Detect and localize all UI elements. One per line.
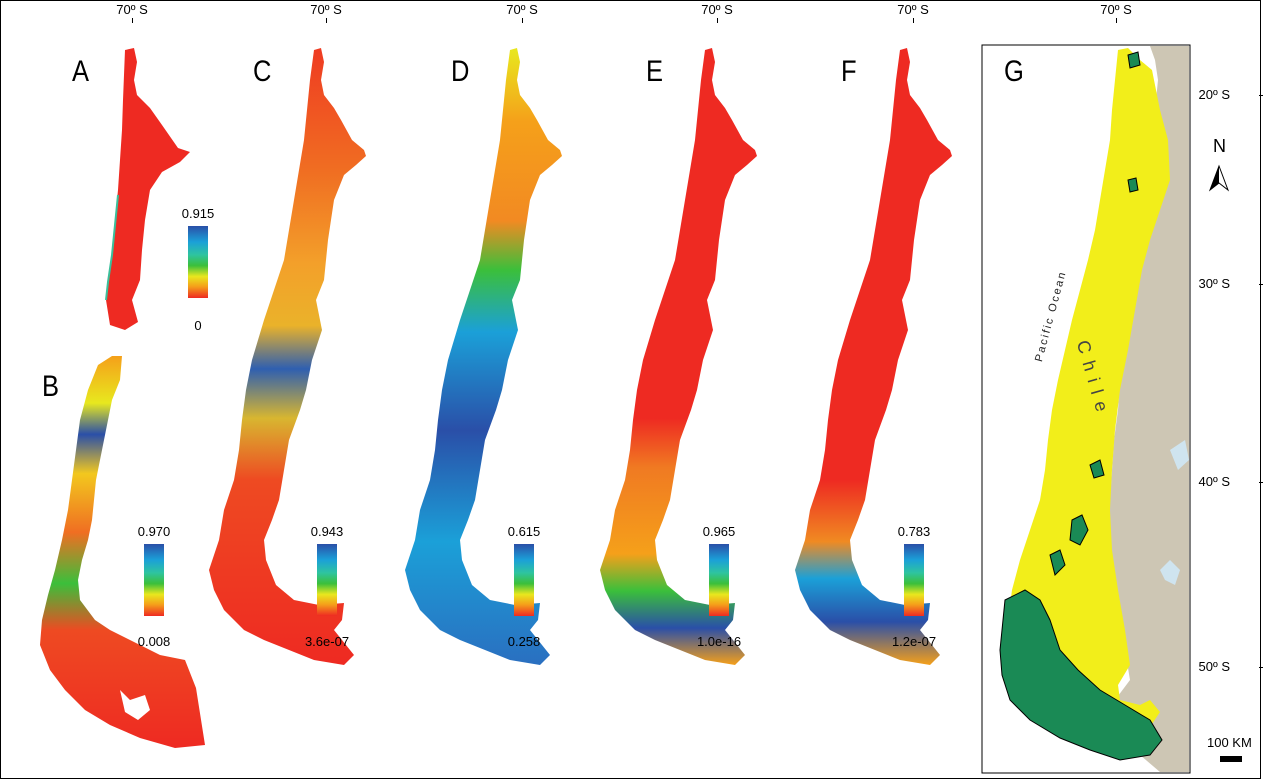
- lon-tick-c: [326, 18, 327, 23]
- panel-letter-e: E: [646, 55, 664, 88]
- lon-label-d: 70º S: [506, 2, 538, 17]
- lon-tick-e: [717, 18, 718, 23]
- panel-b-region: [40, 356, 205, 748]
- lon-label-e: 70º S: [701, 2, 733, 17]
- legend-d-min: 0.258: [507, 634, 541, 649]
- lat-label-40: 40º S: [1198, 474, 1231, 489]
- legend-c-bar: [317, 544, 337, 616]
- legend-c-max: 0.943: [310, 524, 344, 539]
- lat-tick-40: [1259, 482, 1263, 483]
- map-panel-e: [600, 48, 757, 665]
- lon-label-c: 70º S: [310, 2, 342, 17]
- legend-d-max: 0.615: [507, 524, 541, 539]
- legend-f-min: 1.2e-07: [891, 634, 937, 649]
- lon-tick-d: [522, 18, 523, 23]
- map-panel-d: [405, 48, 562, 665]
- north-arrow-icon: [1208, 164, 1230, 192]
- map-panel-b: [40, 356, 205, 748]
- lat-tick-50: [1259, 667, 1263, 668]
- lon-label-a: 70º S: [116, 2, 148, 17]
- legend-d-bar: [514, 544, 534, 616]
- lat-label-50: 50º S: [1198, 659, 1231, 674]
- legend-f-max: 0.783: [897, 524, 931, 539]
- north-label: N: [1213, 136, 1226, 156]
- panel-letter-c: C: [253, 55, 272, 88]
- panel-g-chile: [1000, 48, 1170, 748]
- panel-letter-f: F: [841, 55, 857, 88]
- lon-tick-f: [913, 18, 914, 23]
- panel-letter-a: A: [72, 55, 90, 88]
- lat-label-30: 30º S: [1198, 276, 1231, 291]
- scale-label: 100 KM: [1207, 735, 1252, 750]
- panel-letter-d: D: [451, 55, 470, 88]
- lat-tick-20: [1259, 95, 1263, 96]
- legend-e-bar: [709, 544, 729, 616]
- legend-b-max: 0.970: [137, 524, 171, 539]
- panel-a-region: [106, 48, 190, 330]
- legend-e-max: 0.965: [702, 524, 736, 539]
- legend-c-min: 3.6e-07: [304, 634, 350, 649]
- legend-a-bar: [188, 226, 208, 298]
- lat-tick-30: [1259, 284, 1263, 285]
- panel-g-neighbor-land: [1108, 46, 1189, 772]
- lon-label-f: 70º S: [897, 2, 929, 17]
- legend-e-min: 1.0e-16: [696, 634, 742, 649]
- legend-a-max: 0.915: [181, 206, 215, 221]
- lat-label-20: 20º S: [1198, 87, 1231, 102]
- legend-b-bar: [144, 544, 164, 616]
- legend-f-bar: [904, 544, 924, 616]
- panel-letter-g: G: [1004, 55, 1024, 88]
- lon-label-g: 70º S: [1100, 2, 1132, 17]
- map-panel-a: [105, 48, 190, 330]
- panel-g-protected-areas: [999, 589, 1163, 761]
- map-panel-g: [981, 44, 1191, 774]
- panel-letter-b: B: [42, 370, 60, 403]
- legend-b-min: 0.008: [137, 634, 171, 649]
- legend-a-min: 0: [194, 318, 202, 333]
- panel-a-coast: [105, 194, 119, 301]
- lon-tick-a: [132, 18, 133, 23]
- map-panel-f: [795, 48, 952, 665]
- scale-bar: [1220, 756, 1242, 762]
- map-panel-c: [209, 48, 366, 665]
- lon-tick-g: [1116, 18, 1117, 23]
